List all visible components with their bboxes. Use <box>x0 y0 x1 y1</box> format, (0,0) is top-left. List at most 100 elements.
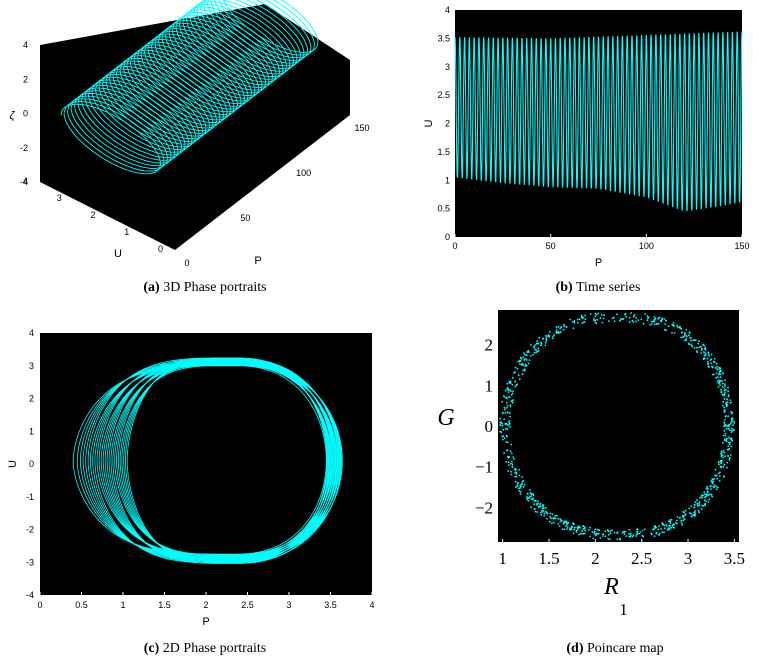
poincare-point <box>722 449 725 452</box>
poincare-point <box>524 363 527 366</box>
orbit-loop <box>123 361 330 561</box>
poincare-point <box>722 475 725 478</box>
poincare-point <box>730 431 733 434</box>
poincare-point <box>504 389 507 392</box>
orbit-loop <box>117 358 334 558</box>
poincare-point <box>733 420 735 423</box>
poincare-point <box>723 394 726 397</box>
poincare-point <box>562 328 565 331</box>
poincare-point <box>727 394 730 396</box>
poincare-point <box>717 386 720 388</box>
poincare-point <box>514 472 516 474</box>
poincare-point <box>714 474 717 477</box>
poincare-point <box>700 495 703 498</box>
poincare-point <box>593 532 595 534</box>
poincare-point <box>636 528 638 531</box>
poincare-point <box>704 493 706 495</box>
poincare-point <box>517 374 520 377</box>
poincare-point <box>524 357 527 360</box>
y-tick-label: 0 <box>485 417 494 436</box>
poincare-point <box>658 534 660 536</box>
poincare-point <box>576 318 579 321</box>
poincare-point <box>717 472 720 475</box>
poincare-point <box>607 530 610 533</box>
poincare-point <box>507 424 509 426</box>
poincare-point <box>534 510 537 513</box>
poincare-point <box>557 517 560 520</box>
poincare-point <box>692 514 694 517</box>
poincare-point <box>532 353 534 356</box>
poincare-point <box>530 506 532 509</box>
x-tick-label: 2 <box>203 600 208 610</box>
poincare-point <box>727 445 730 447</box>
poincare-point <box>522 356 524 359</box>
poincare-point <box>718 381 721 384</box>
poincare-point <box>663 531 665 534</box>
poincare-point <box>662 523 665 526</box>
poincare-point <box>520 485 522 488</box>
poincare-point <box>727 395 730 398</box>
poincare-point <box>569 528 571 531</box>
poincare-point <box>731 418 733 421</box>
poincare-point <box>728 443 731 446</box>
y-tick-label: 4 <box>445 5 450 15</box>
y-tick-label: 0 <box>29 459 34 469</box>
poincare-point <box>724 392 726 394</box>
poincare-point <box>706 357 709 360</box>
poincare-point <box>665 319 667 322</box>
poincare-point <box>595 534 597 537</box>
poincare-point <box>511 463 514 466</box>
poincare-point <box>641 529 644 532</box>
poincare-point <box>501 400 504 403</box>
poincare-point <box>527 362 530 365</box>
poincare-point <box>723 387 726 390</box>
poincare-point <box>545 338 548 341</box>
poincare-point <box>514 486 517 489</box>
poincare-point <box>559 327 562 330</box>
poincare-point <box>596 318 599 321</box>
poincare-point <box>503 452 505 455</box>
poincare-point <box>658 525 660 527</box>
poincare-point <box>618 319 621 322</box>
x-tick-label: 4 <box>369 600 374 610</box>
poincare-point <box>519 363 521 365</box>
poincare-point <box>505 407 508 409</box>
poincare-point <box>609 532 612 535</box>
poincare-point <box>528 359 531 361</box>
poincare-point <box>719 459 722 462</box>
poincare-point <box>725 428 728 430</box>
poincare-point <box>705 354 707 356</box>
z-tick-label: -2 <box>20 143 28 153</box>
poincare-point <box>702 494 704 496</box>
poincare-point <box>733 428 735 431</box>
poincare-point <box>594 315 597 318</box>
poincare-point <box>623 533 626 536</box>
poincare-point <box>629 532 632 535</box>
poincare-point <box>716 477 719 480</box>
poincare-point <box>520 491 522 493</box>
phase-trajectory <box>72 357 343 564</box>
x-tick-label: 1.5 <box>158 600 171 610</box>
poincare-point <box>580 532 582 535</box>
u-tick-label: 2 <box>90 210 95 220</box>
poincare-points <box>499 312 736 541</box>
poincare-point <box>707 365 710 368</box>
poincare-point <box>505 441 508 443</box>
poincare-point <box>502 428 505 431</box>
poincare-point <box>511 392 514 395</box>
caption-d: (d) Poincare map <box>515 641 715 657</box>
poincare-point <box>518 378 521 380</box>
poincare-point <box>676 324 678 327</box>
poincare-point <box>731 439 734 442</box>
poincare-point <box>729 437 732 440</box>
poincare-point <box>728 459 731 461</box>
poincare-point <box>716 376 719 378</box>
poincare-point <box>560 520 563 522</box>
poincare-point <box>688 334 690 337</box>
poincare-point <box>527 349 530 352</box>
poincare-point <box>505 460 507 463</box>
poincare-point <box>577 525 580 528</box>
poincare-point <box>727 427 730 430</box>
poincare-point <box>530 495 532 498</box>
